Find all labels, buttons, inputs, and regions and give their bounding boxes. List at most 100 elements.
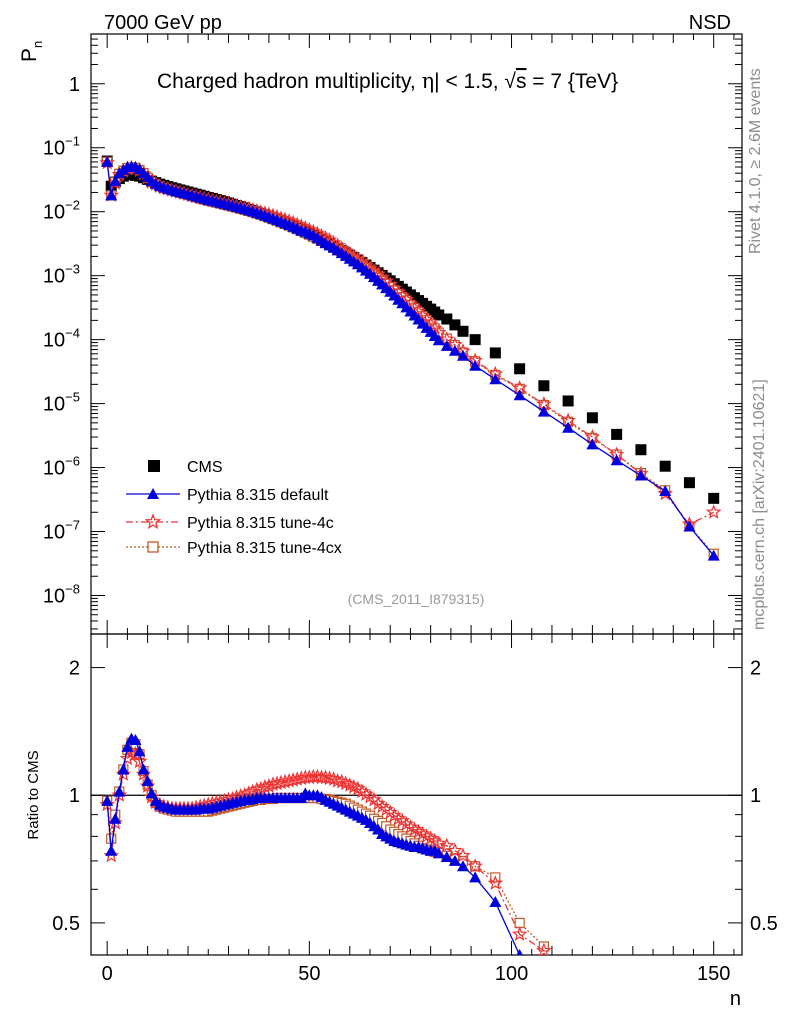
main-y-tick-label: 10−8 (43, 581, 80, 607)
ratio-point-default (133, 745, 146, 757)
mcplots-citation-label: mcplots.cern.ch [arXiv:2401.10621] (751, 379, 768, 630)
title-cut: | < 1.5, (434, 70, 504, 93)
title-sqrt-symbol: √ (504, 70, 516, 93)
main-y-label-p: P (18, 48, 41, 62)
ratio-y-tick-label-right: 2 (750, 658, 761, 680)
y-tick-base: 10 (43, 266, 65, 288)
y-tick-exponent: −6 (65, 454, 80, 469)
legend-marker-cms (148, 460, 160, 472)
ratio-y-tick-labels: 0.5 0.5 1 1 2 2 (52, 658, 778, 935)
y-tick-exponent: −5 (65, 390, 80, 405)
ratio-point-tune4c (536, 942, 552, 955)
ratio-point-default (145, 787, 158, 799)
main-point-default (562, 421, 575, 433)
main-point-cms (441, 313, 453, 325)
main-point-default (489, 373, 502, 385)
ratio-series-tune4c (99, 744, 552, 955)
ratio-y-axis-label: Ratio to CMS (25, 750, 42, 839)
y-tick-base: 10 (43, 585, 65, 607)
ratio-point-tune4c (301, 769, 318, 785)
ratio-point-default (101, 794, 114, 806)
main-series-cms (101, 155, 720, 504)
legend-marker-tune4cx (147, 541, 159, 553)
ratio-point-default (432, 847, 445, 859)
y-tick-exponent: −7 (65, 518, 80, 533)
main-point-default (448, 344, 461, 356)
ratio-y-tick-label-left: 0.5 (52, 913, 80, 935)
ratio-plot-frame (90, 633, 743, 956)
y-tick-exponent: −4 (65, 326, 80, 341)
main-point-default (457, 349, 469, 361)
main-point-default (586, 438, 599, 450)
ratio-y-tick-label-left: 2 (69, 658, 80, 680)
ratio-point-tune4c (305, 768, 322, 784)
main-point-cms (586, 412, 598, 424)
ratio-point-tune4cx (538, 941, 549, 952)
y-tick-exponent: −1 (65, 134, 80, 149)
legend-entry-default: Pythia 8.315 default (126, 487, 329, 504)
x-tick-label: 0 (102, 963, 113, 985)
main-point-default (101, 155, 114, 167)
ratio-point-tune4c (511, 926, 528, 941)
legend-label-tune4cx: Pythia 8.315 tune-4cx (187, 540, 342, 557)
ratio-point-tune4c (487, 875, 504, 890)
ratio-point-tune4c (455, 847, 471, 863)
ratio-series-group (99, 732, 552, 955)
chart-title: Charged hadron multiplicity, η| < 1.5, √… (157, 69, 618, 93)
main-point-cms (659, 460, 671, 472)
ratio-point-tune4c (467, 858, 483, 873)
ratio-point-tune4c (111, 787, 128, 802)
main-y-tick-label: 10−6 (43, 454, 80, 480)
main-point-default (683, 520, 696, 532)
ratio-point-default (469, 871, 482, 883)
y-tick-exponent: −3 (65, 262, 80, 277)
ratio-y-tick-label-left: 1 (69, 785, 80, 807)
ratio-point-tune4cx (514, 917, 525, 928)
ratio-point-tune4c (329, 772, 346, 788)
main-y-tick-label: 10−2 (43, 198, 80, 224)
main-y-tick-label: 1 (69, 74, 80, 96)
legend-label-tune4c: Pythia 8.315 tune-4c (187, 515, 334, 532)
main-point-default (610, 454, 623, 466)
main-point-cms (489, 347, 501, 359)
y-tick-base: 10 (43, 202, 65, 224)
legend-marker-tune4c (144, 513, 162, 530)
x-tick-label: 100 (495, 963, 528, 985)
ratio-series-default (101, 732, 523, 955)
legend: CMS Pythia 8.315 default Pythia 8.315 tu… (126, 459, 342, 557)
main-point-cms (457, 325, 469, 337)
ratio-point-tune4c (313, 769, 330, 785)
x-tick-labels: 0 50 100 150 (102, 963, 731, 985)
main-y-tick-label: 10−5 (43, 390, 80, 416)
legend-entry-tune4c: Pythia 8.315 tune-4c (126, 513, 334, 532)
main-point-cms (538, 380, 550, 392)
ratio-point-default (113, 785, 126, 797)
y-tick-base: 1 (69, 74, 80, 96)
main-y-tick-label: 10−7 (43, 518, 80, 544)
title-eta: η (422, 69, 435, 93)
main-point-cms (562, 395, 574, 407)
y-tick-exponent: −2 (65, 198, 80, 213)
x-tick-label: 150 (697, 963, 730, 985)
title-s: s (516, 70, 527, 93)
legend-label-cms: CMS (187, 459, 223, 476)
main-point-cms (449, 319, 461, 331)
main-point-default (109, 175, 122, 187)
main-axis-ticks (91, 33, 742, 634)
title-main: Charged hadron multiplicity, (157, 70, 422, 93)
ratio-point-tune4c (317, 769, 334, 785)
ratio-point-default (489, 896, 502, 908)
main-point-cms (433, 309, 445, 321)
process-label: NSD (689, 12, 731, 34)
analysis-id-label: (CMS_2011_I879315) (348, 591, 485, 607)
main-point-cms (514, 363, 526, 375)
main-point-default (469, 359, 482, 371)
ratio-point-tune4c (297, 769, 314, 785)
main-y-axis-label: P n (18, 41, 45, 62)
ratio-axis-ticks (91, 634, 742, 955)
ratio-y-tick-label-right: 1 (750, 785, 761, 807)
y-tick-base: 10 (43, 522, 65, 544)
ratio-point-default (141, 775, 154, 787)
y-tick-exponent: −8 (65, 581, 80, 596)
legend-marker-default (147, 488, 159, 499)
